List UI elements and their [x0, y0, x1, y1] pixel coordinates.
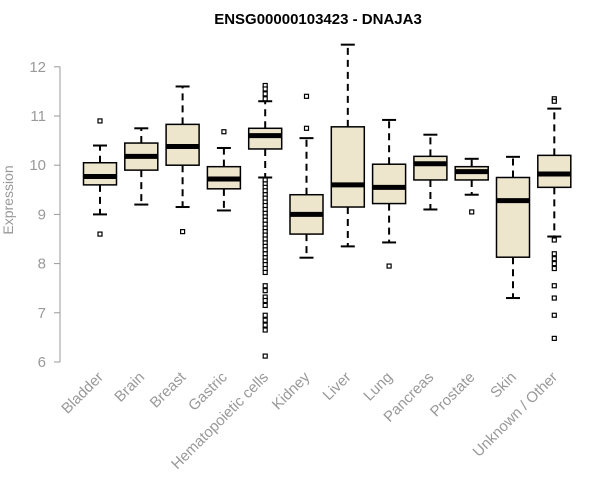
category-label: Brain	[111, 369, 148, 406]
outlier-point	[551, 283, 557, 289]
iqr-box	[371, 163, 407, 205]
iqr-box	[495, 176, 531, 258]
category-label: Prostate	[427, 369, 479, 421]
outlier-point	[551, 98, 557, 104]
outlier-point	[97, 118, 103, 124]
box-gastric	[206, 129, 242, 212]
box-liver	[330, 43, 366, 248]
outlier-point	[551, 256, 557, 262]
category-label: Breast	[147, 368, 190, 411]
y-tick-label: 11	[30, 108, 46, 125]
outlier-point	[221, 129, 227, 135]
boxes	[82, 43, 572, 359]
outlier-point	[262, 312, 268, 318]
y-tick-label: 8	[38, 256, 46, 273]
outlier-point	[262, 269, 268, 276]
iqr-box	[413, 155, 448, 181]
outlier-point	[97, 231, 103, 237]
iqr-box	[330, 126, 366, 208]
outlier-point	[551, 335, 557, 341]
y-tick-label: 10	[29, 157, 46, 174]
outlier-point	[551, 261, 557, 267]
y-axis: 6 7 8 9 10 11 12	[29, 59, 61, 371]
outlier-point	[262, 353, 268, 359]
outlier-point	[262, 317, 268, 323]
outlier-point	[469, 209, 475, 215]
iqr-box	[247, 127, 283, 150]
outlier-point	[262, 86, 268, 92]
outlier-point	[551, 295, 557, 301]
category-label: Lung	[360, 369, 396, 405]
outlier-point	[551, 265, 557, 272]
box-lung	[371, 118, 407, 269]
box-prostate	[454, 157, 489, 215]
box-brain	[124, 127, 159, 206]
box-hematopoietic-cells	[247, 82, 283, 359]
outlier-point	[262, 283, 268, 289]
iqr-box	[82, 161, 118, 186]
category-label: Skin	[487, 369, 520, 402]
outlier-point	[262, 96, 268, 102]
y-tick-label: 6	[38, 354, 46, 371]
y-tick-label: 9	[38, 206, 46, 223]
y-tick-label: 7	[38, 305, 46, 322]
outlier-point	[551, 312, 557, 318]
box-pancreas	[413, 133, 448, 211]
outlier-point	[262, 297, 268, 304]
outlier-point	[262, 322, 268, 328]
outlier-point	[386, 263, 392, 269]
box-unknown-other	[537, 96, 572, 341]
outlier-point	[262, 302, 268, 309]
outlier-point	[303, 93, 310, 99]
category-label: Bladder	[58, 369, 107, 418]
box-bladder	[82, 118, 118, 237]
box-kidney	[289, 93, 324, 259]
outlier-point	[551, 251, 557, 257]
outlier-point	[262, 327, 268, 333]
y-tick-label: 12	[29, 59, 46, 76]
category-label: Liver	[320, 369, 355, 404]
outlier-point	[551, 237, 557, 243]
category-label: Kidney	[269, 368, 314, 413]
chart-title: ENSG00000103423 - DNAJA3	[214, 11, 422, 28]
box-skin	[495, 155, 531, 300]
iqr-box	[537, 154, 572, 189]
outlier-point	[180, 229, 186, 235]
box-breast	[165, 85, 200, 235]
outlier-point	[303, 125, 310, 131]
outlier-point	[262, 91, 268, 97]
y-axis-label: Expression	[0, 165, 16, 234]
outlier-point	[262, 288, 268, 294]
